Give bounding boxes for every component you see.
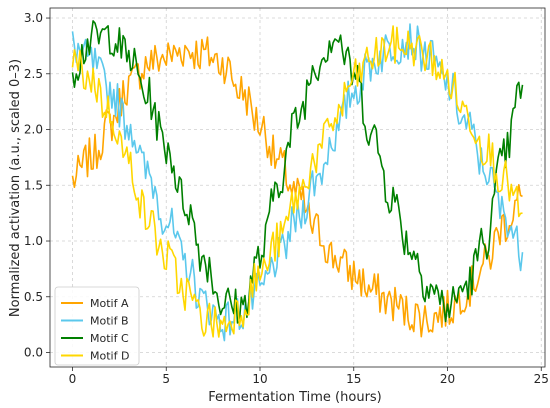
- y-tick-label: 1.5: [24, 178, 43, 192]
- series-lines: [71, 20, 524, 342]
- x-axis-label: Fermentation Time (hours): [208, 390, 382, 405]
- legend-label: Motif A: [90, 297, 129, 310]
- y-axis-label: Normalized activation (a.u., scaled 0–3): [8, 59, 23, 317]
- x-tick-label: 25: [534, 372, 549, 386]
- x-tick-label: 5: [162, 372, 170, 386]
- legend-label: Motif D: [90, 350, 129, 363]
- x-tick-label: 15: [346, 372, 361, 386]
- y-tick-label: 2.0: [24, 123, 43, 137]
- y-tick-label: 0.0: [24, 346, 43, 360]
- legend: Motif A Motif B Motif C Motif D: [54, 286, 140, 366]
- plot-frame: [49, 7, 546, 368]
- series-line-motif-c: [71, 20, 524, 324]
- legend-label: Motif B: [90, 315, 129, 328]
- x-tick-label: 0: [69, 372, 77, 386]
- y-tick-label: 1.0: [24, 234, 43, 248]
- series-line-motif-d: [71, 25, 523, 338]
- legend-label: Motif C: [90, 332, 129, 345]
- x-tick-label: 10: [252, 372, 267, 386]
- legend-box: [54, 286, 140, 366]
- series-line-motif-a: [71, 36, 523, 338]
- x-tick-label: 20: [440, 372, 455, 386]
- axis-ticks: 0 5 10 15 20 25 0.0 0.5 1.0 1.5 2.0 2.5 3.0: [24, 11, 549, 386]
- legend-entries: Motif A Motif B Motif C Motif D: [61, 297, 129, 363]
- y-tick-label: 3.0: [24, 11, 43, 25]
- y-tick-label: 2.5: [24, 67, 43, 81]
- y-tick-label: 0.5: [24, 290, 43, 304]
